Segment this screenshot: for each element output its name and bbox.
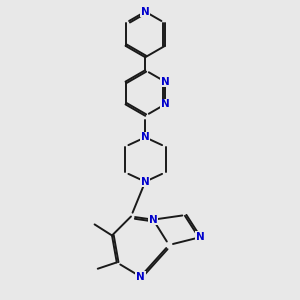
Text: N: N: [160, 99, 169, 110]
Text: N: N: [160, 76, 169, 87]
Text: N: N: [149, 215, 158, 225]
Text: N: N: [196, 232, 205, 242]
Text: N: N: [136, 272, 145, 282]
Text: N: N: [141, 132, 150, 142]
Text: N: N: [141, 177, 150, 187]
Text: N: N: [141, 7, 150, 16]
